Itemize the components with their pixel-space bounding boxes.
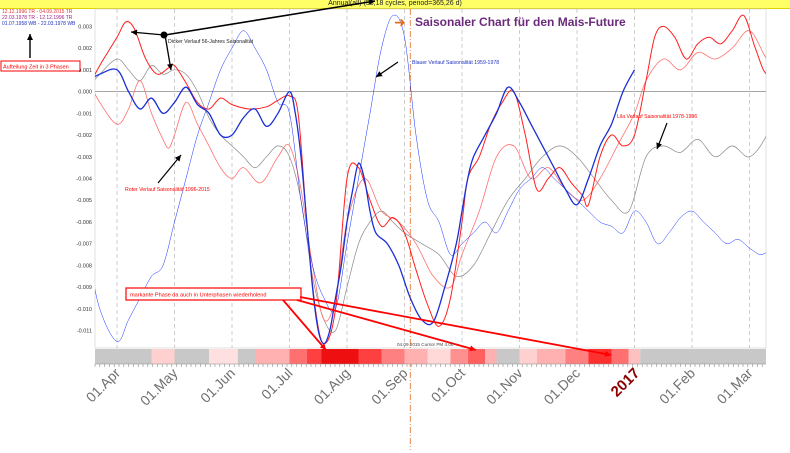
x-tick-label: 01.Nov [483,365,526,408]
aufteilung-box [0,60,81,72]
roter-label: Roter Verlauf Saisonalität 1996-2015 [125,187,210,193]
phase-bar-segment [496,349,520,364]
y-tick-label: -0.011 [77,329,92,335]
phase-bar-segment [255,349,290,364]
phase-bar-segment [519,349,537,364]
phase-bar-segment [358,349,382,364]
x-tick-label: 01.May [137,365,181,409]
x-tick-label: 01.Apr [83,365,124,406]
series-line-blue_thin [95,14,766,342]
phase-bar-segment [237,349,255,364]
lila-arrow-head [656,142,662,149]
y-tick-label: -0.004 [76,177,92,183]
y-tick-label: -0.002 [76,133,92,139]
phase-bar-segment [151,349,175,364]
dicker-arrow-top-head [368,0,375,5]
legend-line-2: 22.03.1978 TR - 12.12.1996 TR [2,15,73,21]
x-tick-label: 01.Feb [656,365,698,407]
cursor-info-label: 04.09.2015 Cursor PM 4.00 [397,342,454,347]
phase-bar-segment [565,349,589,364]
y-tick-label: -0.003 [76,155,92,161]
top-status-bar: Annual(all) (56,18 cycles, period=365,26… [0,0,790,9]
phase-bar-segment [536,349,566,364]
phase-bar-segment [289,349,307,364]
phase-bar-segment [174,349,209,364]
y-tick-label: 0.002 [78,46,92,52]
y-tick-label: -0.009 [76,285,92,291]
y-tick-label: -0.005 [76,198,92,204]
markante-arrow-2-head [469,345,476,352]
annual-cycle-label: Annual(all) (56,18 cycles, period=365,26… [328,0,462,7]
markante-arrow-1 [282,299,327,351]
blauer-label: Blauer Verlauf Saisonalität 1959-1978 [412,60,499,66]
x-tick-label: 01.Aug [310,365,353,408]
y-tick-label: -0.008 [76,263,92,269]
x-tick-label: 01.Mar [713,365,755,407]
markante-arrow-3 [299,296,612,356]
y-tick-label: -0.001 [76,111,92,117]
legend-line-3: 01.07.1958 WB - 22.03.1978 WB [2,21,76,27]
x-tick-label: 01.Oct [428,365,469,406]
markante-box [125,287,302,301]
series-line-gray [95,58,766,333]
phase-bar-segment [306,349,322,364]
legend-line-1: 12.12.1996 TR - 04.09.2015 TR [2,9,73,15]
phase-bar-segment [611,349,629,364]
markante-arrow-3-head [604,350,611,357]
lila-label: Lila Verlauf Saisonalität 1978-1996 [617,114,697,120]
y-tick-label: -0.010 [76,307,92,313]
phase-bar-segment [95,349,152,364]
y-tick-label: 0.000 [78,90,92,96]
y-tick-label: 0.001 [78,68,92,74]
y-tick-label: -0.007 [76,242,92,248]
markante-arrow-2 [296,299,477,351]
markante-label: markante Phase da auch in Unterphasen wi… [130,293,267,299]
dicker-arrow-top [164,0,376,36]
x-tick-label: 01.Dec [540,365,583,408]
phase-bar-segment [640,349,766,364]
cursor-arrow-icon: ➜ [394,14,406,30]
aufteilung-arrow-head [27,34,33,40]
dicker-arrow-down-head [167,63,173,70]
blauer-arrow-head [376,71,383,77]
roter-arrow [157,154,182,184]
phase-bar-segment [450,349,468,364]
x-tick-label: 01.Sep [368,365,411,408]
markante-arrow-1-head [319,343,326,350]
series-line-blue_thick [95,68,636,345]
y-tick-label: 0.003 [78,24,92,30]
chart-title: Saisonaler Chart für den Mais-Future [415,15,626,29]
x-tick-label: 01.Jul [258,365,296,403]
dicker-label: Dicker Verlauf 56-Jahres Saisonalität [168,39,254,45]
phase-bar-segment [209,349,238,364]
x-tick-label: 2017 [608,365,644,401]
x-tick-label: 01.Jun [197,365,238,406]
y-tick-label: -0.006 [76,220,92,226]
phase-bar-segment [628,349,641,364]
roter-arrow-head [174,155,181,162]
phase-bar-segment [404,349,428,364]
phase-bar-segment [485,349,497,364]
phase-bar-segment [467,349,485,364]
plot-area [94,8,767,349]
phase-bar-segment [321,349,359,364]
phase-bar-segment [427,349,451,364]
phase-bar-segment [381,349,405,364]
dicker-arrow-left-head [131,29,138,36]
aufteilung-label: Aufteilung Zeit in 3 Phasen [3,65,69,71]
